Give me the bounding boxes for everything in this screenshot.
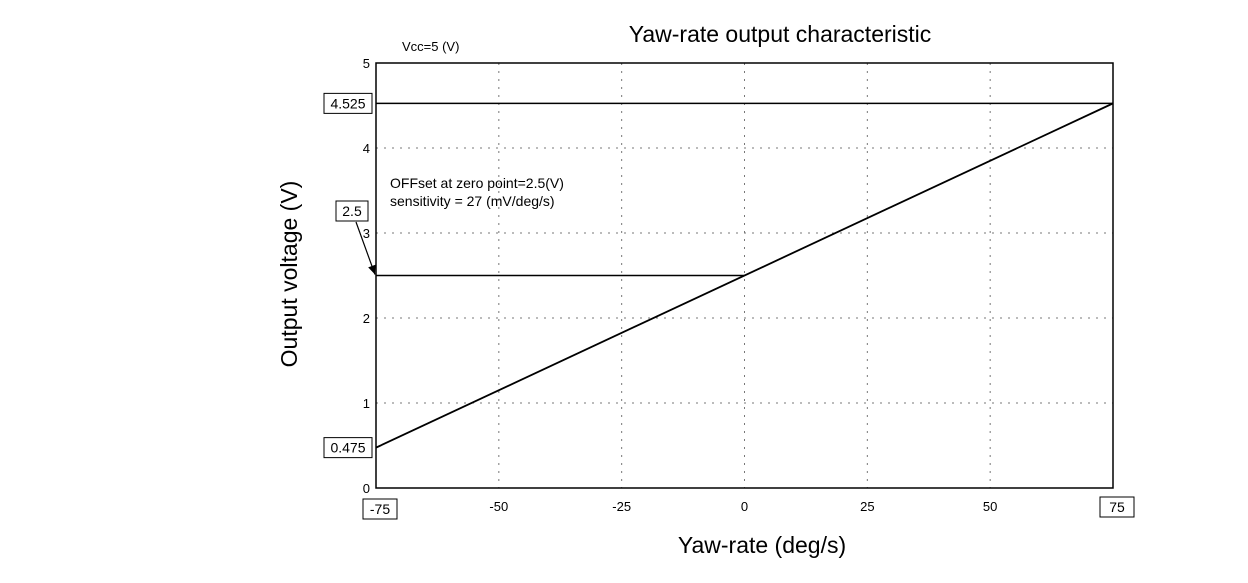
y-tick-label: 1 [363, 396, 370, 411]
plot-frame [375, 62, 1114, 489]
boxed-label-x-max-box [1099, 496, 1135, 518]
offset-arrow-line [355, 221, 376, 275]
x-tick-label: 50 [983, 499, 997, 514]
x-axis-title: Yaw-rate (deg/s) [678, 532, 846, 558]
x-tick-label: -25 [612, 499, 631, 514]
boxed-label-y-min-box [323, 437, 373, 459]
boxed-label-y-max: 4.525 [330, 95, 365, 111]
supply-voltage-label: Vcc=5 (V) [402, 39, 459, 54]
boxed-label-y-max-box [323, 92, 373, 114]
reference-lines [376, 102, 1113, 277]
x-tick-label: 25 [860, 499, 874, 514]
boxed-label-y-min: 0.475 [330, 440, 365, 456]
offset-arrow-head [368, 264, 376, 275]
boxed-label-x-max: 75 [1109, 499, 1125, 515]
boxed-label-x-min: -75 [370, 501, 390, 517]
annotation-sensitivity: sensitivity = 27 (mV/deg/s) [390, 193, 555, 209]
annotation-offset: OFFset at zero point=2.5(V) [390, 175, 564, 191]
y-tick-label: 0 [363, 481, 370, 496]
boxed-label-x-min-box [362, 498, 398, 520]
grid [376, 63, 1113, 488]
chart-title: Yaw-rate output characteristic [629, 21, 932, 47]
boxed-label-offset-box [335, 200, 369, 222]
tick-labels: 0 1 2 3 4 5 -50 -25 0 25 50 [363, 56, 998, 514]
boxed-label-offset: 2.5 [342, 203, 362, 219]
y-tick-label: 3 [363, 226, 370, 241]
series-line [375, 102, 1114, 449]
y-tick-label: 4 [363, 141, 370, 156]
y-tick-label: 5 [363, 56, 370, 71]
x-tick-label: 0 [741, 499, 748, 514]
boxed-labels: 4.525 0.475 2.5 -75 75 [323, 92, 1135, 520]
y-axis-title: Output voltage (V) [276, 181, 302, 368]
y-tick-label: 2 [363, 311, 370, 326]
x-tick-label: -50 [489, 499, 508, 514]
series [375, 102, 1114, 449]
